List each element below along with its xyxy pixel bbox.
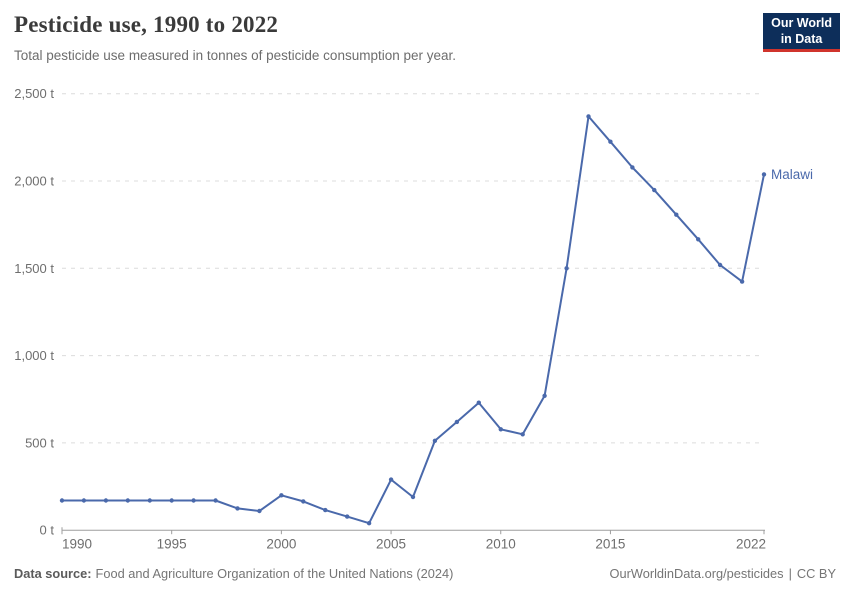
- data-point: [169, 498, 174, 503]
- data-point: [257, 508, 262, 514]
- data-point: [410, 494, 416, 500]
- footer-separator: |: [788, 566, 792, 581]
- y-axis-tick-label: 0 t: [40, 523, 55, 538]
- chart-title: Pesticide use, 1990 to 2022: [14, 12, 279, 37]
- data-point: [191, 498, 196, 503]
- data-point: [147, 498, 152, 503]
- x-axis-tick-label: 2010: [486, 537, 516, 552]
- data-point: [345, 514, 350, 519]
- data-point: [630, 165, 635, 170]
- y-axis-tick-label: 1,500 t: [14, 261, 54, 276]
- data-point: [103, 498, 109, 503]
- x-axis-tick-label: 2015: [595, 537, 625, 552]
- data-point: [739, 279, 745, 284]
- data-point: [279, 493, 284, 498]
- x-axis-tick-label: 2022: [736, 537, 766, 552]
- data-point: [125, 498, 130, 503]
- y-axis-tick-label: 500 t: [25, 435, 54, 450]
- data-point: [674, 212, 679, 217]
- data-point: [717, 262, 723, 268]
- data-point: [235, 506, 240, 511]
- data-point: [388, 477, 394, 482]
- footer-credits: OurWorldinData.org/pesticides | CC BY: [610, 566, 836, 581]
- owid-logo[interactable]: Our World in Data: [763, 13, 840, 53]
- data-point: [81, 498, 87, 503]
- footer-url-link[interactable]: OurWorldinData.org/pesticides: [609, 566, 784, 581]
- data-source-label: Data source:: [14, 566, 92, 581]
- line-chart: 0 t 500 t 1,000 t 1,500 t 2,000 t 2,500 t 1990…: [14, 86, 813, 552]
- data-point: [586, 114, 591, 119]
- data-point: [498, 427, 503, 432]
- data-point: [652, 187, 657, 193]
- data-point: [542, 393, 547, 398]
- data-point: [432, 438, 438, 443]
- chart-subtitle: Total pesticide use measured in tonnes o…: [14, 48, 457, 63]
- data-point: [761, 172, 767, 177]
- series-end-label[interactable]: Malawi: [771, 167, 813, 182]
- data-point: [520, 432, 525, 437]
- data-point: [454, 419, 460, 425]
- data-source-text: Food and Agriculture Organization of the…: [95, 566, 454, 581]
- owid-logo-line2: in Data: [780, 31, 823, 46]
- data-point: [476, 400, 481, 405]
- x-axis-tick-label: 2000: [266, 537, 296, 552]
- chart-footer: Data source: Food and Agriculture Organiz…: [14, 566, 836, 581]
- y-axis-tick-label: 1,000 t: [14, 348, 54, 363]
- x-axis-tick-label: 1990: [62, 537, 92, 552]
- data-point: [213, 498, 218, 503]
- footer-license: CC BY: [796, 566, 836, 581]
- data-point: [59, 498, 65, 503]
- data-point: [696, 237, 701, 242]
- x-axis-tick-label: 1995: [157, 537, 187, 552]
- series-line-malawi[interactable]: [61, 115, 765, 525]
- data-point: [301, 499, 306, 504]
- y-axis-tick-label: 2,500 t: [14, 86, 54, 101]
- data-point: [323, 507, 328, 513]
- y-axis-tick-label: 2,000 t: [14, 174, 54, 189]
- data-point: [564, 266, 569, 271]
- data-source: Data source: Food and Agriculture Organiz…: [14, 566, 453, 581]
- owid-logo-line1: Our World: [771, 16, 832, 30]
- data-point: [608, 139, 613, 144]
- x-axis-tick-label: 2005: [376, 537, 406, 552]
- data-point: [366, 521, 372, 526]
